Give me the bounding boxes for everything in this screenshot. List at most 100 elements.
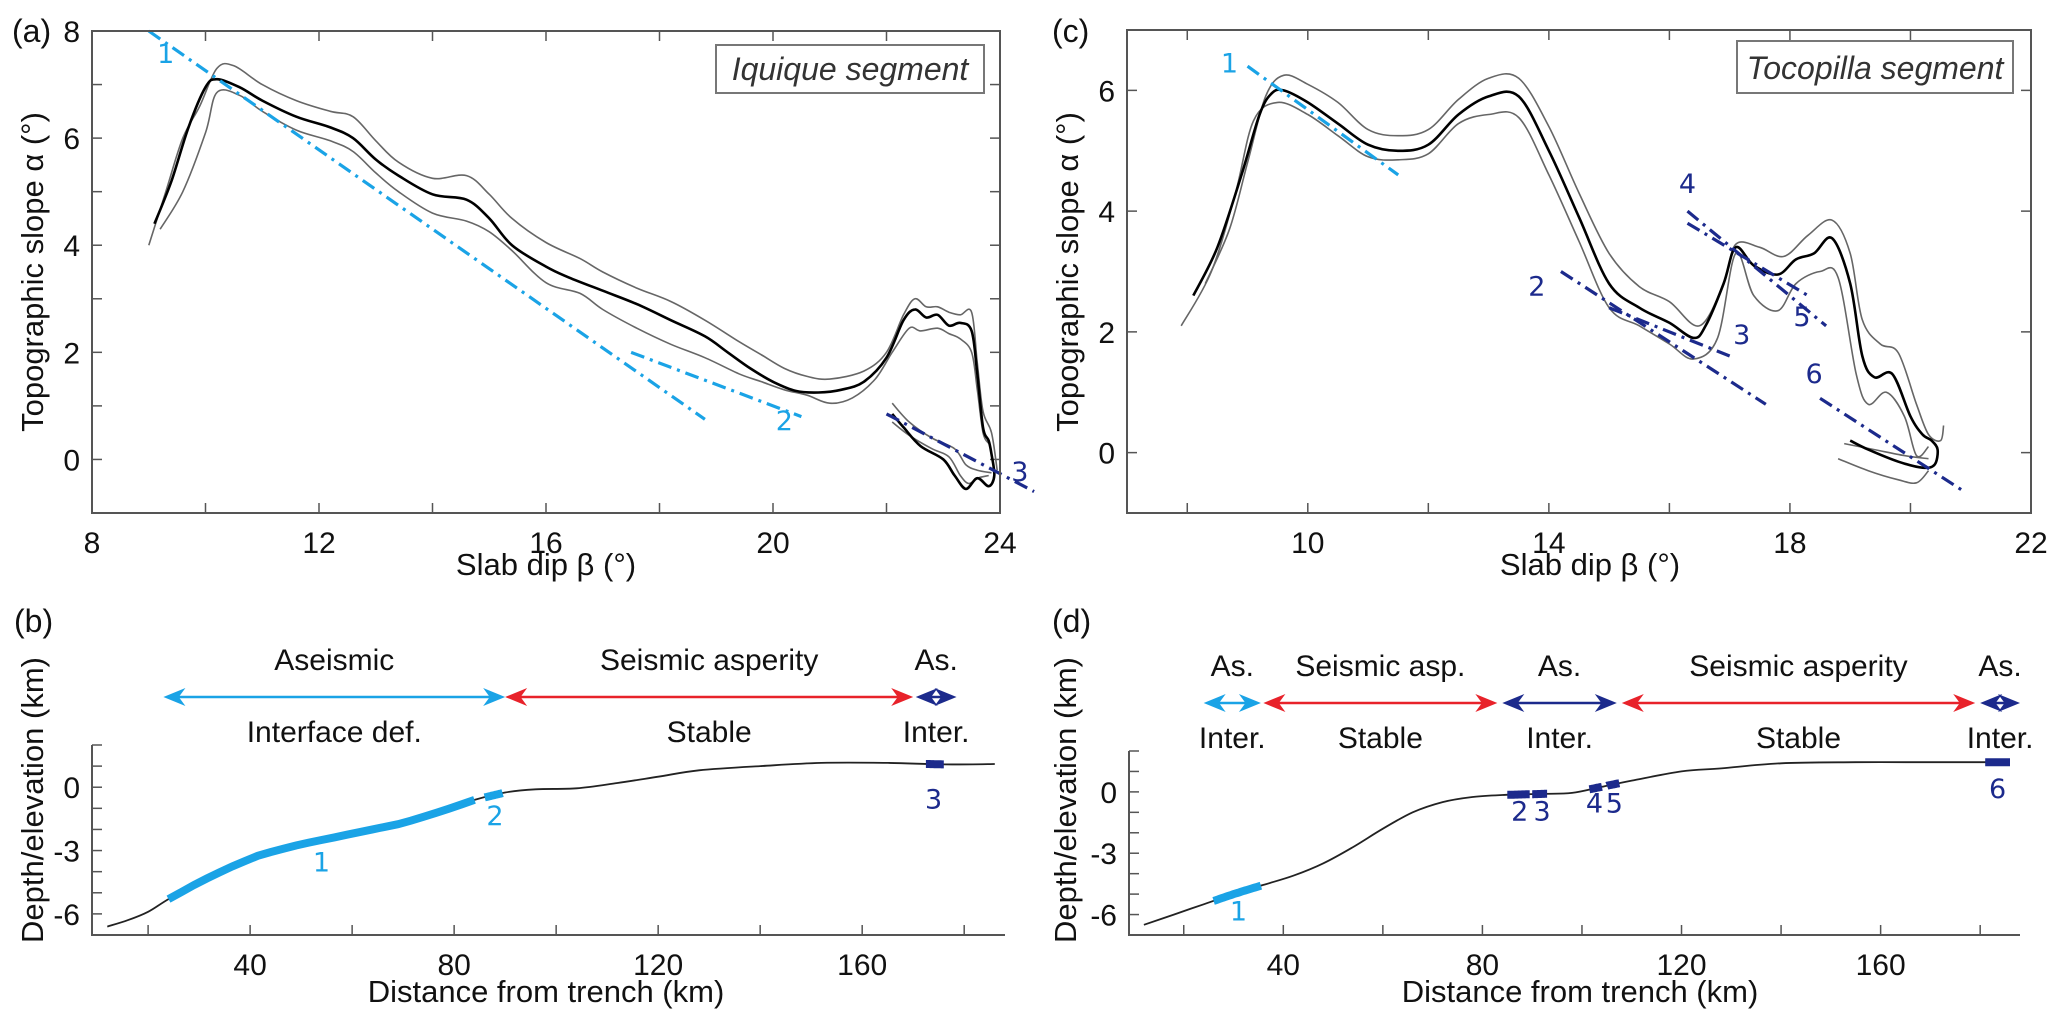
- fit-line-1: [1246, 64, 1400, 177]
- fit-line-label-1: 1: [157, 39, 174, 70]
- highlight-segment-5: [1605, 779, 1621, 790]
- highlight-segment-2: [483, 789, 504, 802]
- y-tick-label: 4: [63, 230, 80, 263]
- x-tick-label: 80: [437, 949, 470, 982]
- y-tick-label: -6: [1090, 900, 1117, 933]
- mean-curve: [1192, 88, 1940, 470]
- zone-top-label: Seismic asp.: [1295, 650, 1465, 683]
- panel-a-plot-area: 1 2 3: [147, 29, 1035, 493]
- highlight-label-4: 4: [1586, 788, 1603, 819]
- fit-line-4: [1686, 209, 1828, 328]
- zone-top-label: As.: [1211, 650, 1254, 683]
- zone-arrow-head-right: [1998, 694, 2020, 712]
- zone-top-label: Seismic asperity: [1689, 650, 1907, 683]
- fit-line-label-2: 2: [1528, 272, 1545, 303]
- fit-line-label-5: 5: [1793, 302, 1810, 333]
- zone-arrow-head-left: [1203, 694, 1226, 712]
- fit-line-2: [1560, 270, 1767, 406]
- y-tick-label: 0: [63, 444, 80, 477]
- panel-b-zones: Aseismic Interface def. Seismic asperity St…: [163, 644, 970, 749]
- fit-line-3: [885, 412, 1035, 493]
- highlight-label-1: 1: [1230, 897, 1247, 928]
- x-tick-label: 120: [633, 949, 683, 982]
- panel-c-x-axis-title: Slab dip β (°): [1500, 547, 1680, 582]
- zone-arrow-3: [1621, 694, 1976, 712]
- zone-arrow-4: [1980, 694, 2020, 712]
- x-tick-label: 20: [756, 527, 789, 560]
- zone-top-label: Seismic asperity: [600, 644, 818, 677]
- zone-arrow-head-right: [934, 688, 957, 706]
- zone-bottom-label: Inter.: [1199, 722, 1266, 755]
- panel-a-segment-title: Iquique segment: [732, 51, 970, 87]
- profile-curve: [1143, 761, 2010, 926]
- panel-c-y-axis-title: Topographic slope α (°): [1050, 112, 1085, 432]
- panel-b-depth-profile-iquique: (b) Aseismic Interface def. Seismic asperi…: [14, 603, 1005, 1009]
- zone-top-label: Aseismic: [274, 644, 394, 677]
- fit-line-2: [630, 350, 802, 419]
- y-tick-label: 0: [1100, 777, 1117, 810]
- panel-d-plot-area: 1 2 3 4 5 6: [1143, 758, 2010, 928]
- zone-bottom-label: Stable: [1338, 722, 1423, 755]
- x-tick-label: 12: [302, 527, 335, 560]
- panel-c-segment-title: Tocopilla segment: [1747, 50, 2005, 86]
- bound-curve: [1844, 442, 1929, 460]
- zone-arrow-head-left: [163, 688, 186, 706]
- zone-arrow-head-right: [1594, 694, 1617, 712]
- zone-bottom-label: Inter.: [1526, 722, 1593, 755]
- zone-arrow-1: [505, 688, 914, 706]
- bound-curve: [159, 89, 990, 444]
- zone-arrow-head-right: [483, 688, 506, 706]
- x-tick-label: 40: [1267, 949, 1300, 982]
- bound-curve: [1837, 457, 1930, 485]
- y-tick-label: 6: [1098, 75, 1115, 108]
- zone-bottom-label: Inter.: [1967, 722, 2034, 755]
- zone-arrow-head-left: [1263, 694, 1286, 712]
- highlight-label-6: 6: [1989, 774, 2006, 805]
- bound-curve: [1180, 101, 1930, 458]
- panel-c-axes-frame: [1126, 29, 2032, 514]
- zone-bottom-label: Stable: [667, 716, 752, 749]
- fit-line-label-6: 6: [1805, 359, 1822, 390]
- zone-arrow-1: [1263, 694, 1498, 712]
- bound-curve: [148, 62, 998, 471]
- fit-line-1: [147, 29, 706, 421]
- y-tick-label: 8: [63, 16, 80, 49]
- x-tick-label: 160: [837, 949, 887, 982]
- panel-c-plot-area: 1 2 3 4 5 6: [1180, 48, 1966, 494]
- panel-c-segment-box: [1736, 40, 2014, 94]
- x-tick-label: 24: [983, 527, 1016, 560]
- bound-curve: [891, 402, 992, 474]
- zone-top-label: As.: [1538, 650, 1581, 683]
- fit-line-label-2: 2: [776, 406, 793, 437]
- panel-label-a: (a): [12, 13, 51, 49]
- zone-top-label: As.: [1978, 650, 2021, 683]
- panel-label-c: (c): [1052, 13, 1089, 49]
- zone-arrow-head-right: [1475, 694, 1498, 712]
- panel-d-y-axis-title: Depth/elevation (km): [1048, 657, 1083, 943]
- zone-arrow-head-right: [1238, 694, 1261, 712]
- highlight-label-2: 2: [1511, 797, 1528, 828]
- zone-arrow-head-left: [1980, 694, 2003, 712]
- x-tick-label: 16: [529, 527, 562, 560]
- zone-bottom-label: Stable: [1756, 722, 1841, 755]
- fit-line-label-3: 3: [1011, 457, 1028, 488]
- fit-line-3: [1608, 306, 1731, 358]
- zone-arrow-head-left: [1621, 694, 1644, 712]
- panel-a-y-axis-title: Topographic slope α (°): [15, 112, 50, 432]
- panel-a-axes-frame: [91, 30, 1001, 514]
- panel-a-x-axis-title: Slab dip β (°): [456, 547, 636, 582]
- x-tick-label: 120: [1656, 949, 1706, 982]
- x-tick-label: 80: [1466, 949, 1499, 982]
- panel-b-x-axis-title: Distance from trench (km): [368, 974, 725, 1009]
- panel-d-depth-profile-tocopilla: (d) As. Inter. Seismic asp. Stable As. Inter.…: [1048, 603, 2033, 1009]
- fit-line-label-1: 1: [1221, 48, 1238, 79]
- panel-label-b: (b): [14, 603, 53, 639]
- zone-arrow-head-left: [505, 688, 528, 706]
- y-tick-label: 0: [1098, 438, 1115, 471]
- zone-arrow-0: [1203, 694, 1261, 712]
- highlight-label-2: 2: [486, 801, 503, 832]
- highlight-label-1: 1: [313, 848, 330, 879]
- fit-line-label-4: 4: [1679, 169, 1696, 200]
